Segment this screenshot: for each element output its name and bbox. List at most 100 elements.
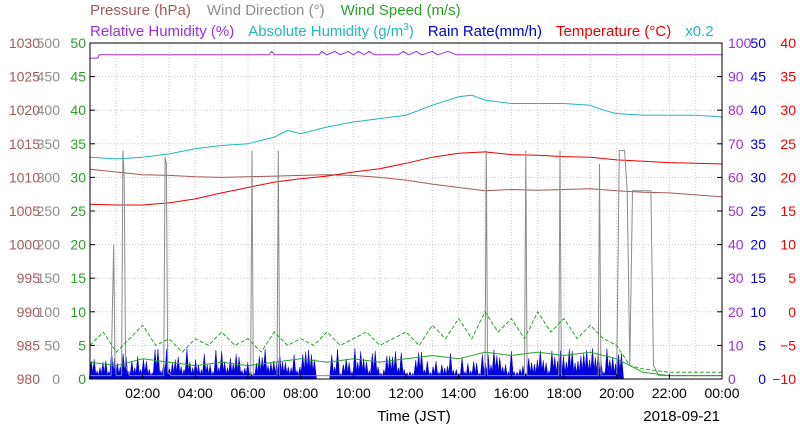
series-wind-speed	[89, 351, 722, 377]
x-tick-label: 08:00	[283, 385, 318, 401]
tick-wind_dir: 150	[37, 270, 61, 286]
tick-rel_hum: 10	[728, 337, 744, 353]
date-label: 2018-09-21	[643, 408, 720, 425]
tick-temp: 0	[788, 304, 796, 320]
tick-rain: 20	[750, 237, 766, 253]
x-tick-label: 06:00	[230, 385, 265, 401]
legend: Pressure (hPa) Wind Direction (°) Wind Spe…	[90, 2, 714, 40]
tick-rain: 40	[750, 102, 766, 118]
tick-rain: 30	[750, 169, 766, 185]
tick-pressure: 1000	[9, 237, 40, 253]
legend-rel_hum: Relative Humidity (%)	[90, 23, 234, 40]
tick-pressure: 990	[17, 304, 41, 320]
tick-rel_hum: 60	[728, 169, 744, 185]
tick-rain: 35	[750, 136, 766, 152]
tick-wind_speed: 40	[70, 102, 86, 118]
legend-temp: Temperature (°C)	[556, 23, 671, 40]
x-tick-label: 16:00	[494, 385, 529, 401]
grid	[90, 43, 722, 379]
tick-rel_hum: 20	[728, 304, 744, 320]
x-tick-label: 12:00	[388, 385, 423, 401]
tick-rel_hum: 80	[728, 102, 744, 118]
series-wind-gust	[89, 310, 722, 373]
tick-wind_speed: 35	[70, 136, 86, 152]
tick-wind_dir: 350	[37, 136, 61, 152]
tick-pressure: 1025	[9, 69, 40, 85]
tick-wind_dir: 400	[37, 102, 61, 118]
tick-wind_speed: 15	[70, 270, 86, 286]
tick-wind_dir: 200	[37, 237, 61, 253]
tick-temp: 15	[780, 203, 796, 219]
tick-rel_hum: 0	[728, 371, 736, 387]
tick-wind_speed: 50	[70, 35, 86, 51]
tick-temp: −5	[780, 337, 796, 353]
series-temp	[89, 151, 723, 206]
tick-rel_hum: 30	[728, 270, 744, 286]
x-tick-label: 00:00	[704, 385, 739, 401]
tick-pressure: 980	[17, 371, 41, 387]
tick-rain: 10	[750, 304, 766, 320]
legend-wind_dir: Wind Direction (°)	[207, 2, 325, 19]
tick-rain: 5	[758, 337, 766, 353]
legend-abs_hum: Absolute Humidity (g/m3)	[248, 22, 414, 40]
tick-wind_speed: 0	[78, 371, 86, 387]
tick-rel_hum: 40	[728, 237, 744, 253]
y-axes: 1030102510201015101010051000995990985980…	[9, 35, 796, 387]
legend-pressure: Pressure (hPa)	[90, 2, 191, 19]
tick-temp: 5	[788, 270, 796, 286]
rain-bar	[618, 353, 624, 380]
tick-wind_speed: 5	[78, 337, 86, 353]
legend-rain: Rain Rate(mm/h)	[428, 23, 542, 40]
x-tick-label: 02:00	[125, 385, 160, 401]
tick-pressure: 1010	[9, 169, 40, 185]
tick-rain: 15	[750, 270, 766, 286]
tick-wind_speed: 45	[70, 69, 86, 85]
rain-bar	[335, 349, 341, 380]
tick-wind_speed: 25	[70, 203, 86, 219]
tick-temp: 20	[780, 169, 796, 185]
series-abs-hum	[89, 94, 723, 160]
tick-temp: −10	[772, 371, 796, 387]
tick-wind_dir: 0	[52, 371, 60, 387]
tick-temp: 25	[780, 136, 796, 152]
series-rel-hum	[90, 50, 722, 59]
tick-wind_dir: 50	[44, 337, 60, 353]
tick-pressure: 1015	[9, 136, 40, 152]
tick-rel_hum: 50	[728, 203, 744, 219]
tick-temp: 10	[780, 237, 796, 253]
tick-wind_speed: 20	[70, 237, 86, 253]
tick-wind_speed: 10	[70, 304, 86, 320]
tick-rel_hum: 70	[728, 136, 744, 152]
x-tick-label: 10:00	[336, 385, 371, 401]
x-tick-label: 22:00	[652, 385, 687, 401]
tick-temp: 35	[780, 69, 796, 85]
tick-pressure: 985	[17, 337, 41, 353]
x-tick-label: 20:00	[599, 385, 634, 401]
tick-wind_dir: 500	[37, 35, 61, 51]
x-tick-label: 04:00	[178, 385, 213, 401]
x-axis-label: Time (JST)	[377, 408, 451, 425]
line-series	[89, 50, 723, 377]
tick-temp: 30	[780, 102, 796, 118]
tick-wind_dir: 100	[37, 304, 61, 320]
tick-rain: 25	[750, 203, 766, 219]
x-tick-label: 18:00	[546, 385, 581, 401]
tick-temp: 40	[780, 35, 796, 51]
tick-wind_speed: 30	[70, 169, 86, 185]
tick-pressure: 995	[17, 270, 41, 286]
series-wind-dir	[90, 150, 722, 377]
legend-wind_speed: Wind Speed (m/s)	[341, 2, 461, 19]
rain-bar	[155, 348, 161, 380]
tick-rain: 50	[750, 35, 766, 51]
legend-scale: x0.2	[685, 23, 713, 40]
series-pressure	[89, 168, 723, 198]
tick-wind_dir: 250	[37, 203, 61, 219]
tick-rel_hum: 100	[728, 35, 752, 51]
tick-pressure: 1020	[9, 102, 40, 118]
x-axis: 02:00 04:00 06:00 08:00 10:00 12:00 14:00 16:00…	[125, 374, 740, 425]
tick-rain: 0	[758, 371, 766, 387]
x-tick-label: 14:00	[441, 385, 476, 401]
tick-wind_dir: 300	[37, 169, 61, 185]
tick-wind_dir: 450	[37, 69, 61, 85]
